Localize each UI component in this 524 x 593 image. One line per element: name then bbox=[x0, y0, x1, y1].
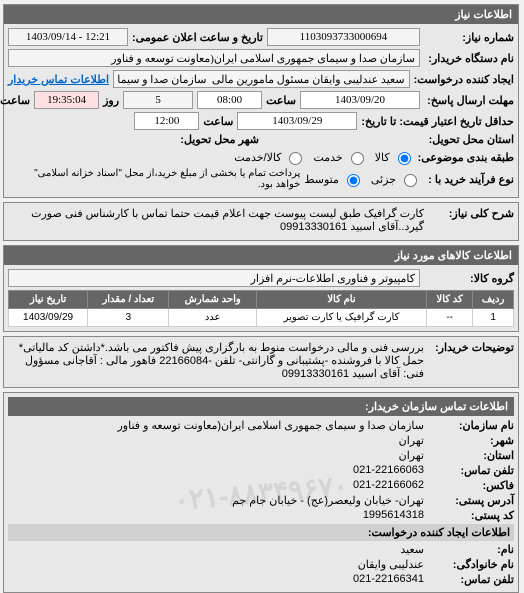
cell-code: -- bbox=[428, 309, 474, 327]
contact-address-value: تهران- خیابان ولیعصر(عج) - خیابان جام جم bbox=[233, 494, 425, 507]
need-number-label: شماره نیاز: bbox=[425, 31, 515, 44]
goods-group-label: گروه کالا: bbox=[425, 272, 515, 285]
creator-lastname-value: عندلیبی وایقان bbox=[359, 558, 425, 571]
row-creator: ایجاد کننده درخواست: اطلاعات تماس خریدار bbox=[9, 70, 515, 88]
radio-goods-input[interactable] bbox=[399, 152, 412, 165]
remaining-input[interactable] bbox=[35, 91, 100, 109]
row-price-deadline: حداقل تاریخ اعتبار قیمت: تا تاریخ: ساعت bbox=[9, 112, 515, 130]
price-deadline-time-label: ساعت bbox=[204, 115, 234, 128]
creator-name-label: نام: bbox=[425, 543, 515, 556]
col-name: نام کالا bbox=[257, 291, 427, 309]
table-row[interactable]: 1 -- کارت گرافیک یا کارت تصویر عدد 3 140… bbox=[10, 309, 515, 327]
main-panel: اطلاعات نیاز شماره نیاز: تاریخ و ساعت اع… bbox=[4, 4, 520, 198]
radio-goods-service-input[interactable] bbox=[290, 152, 303, 165]
cell-date: 1403/09/29 bbox=[10, 309, 89, 327]
contact-phone-value: 021-22166063 bbox=[354, 464, 425, 477]
buyer-notes-text: بررسی فنی و مالی درخواست منوط به بارگزار… bbox=[9, 341, 425, 380]
need-number-input[interactable] bbox=[268, 28, 421, 46]
contact-link[interactable]: اطلاعات تماس خریدار bbox=[9, 73, 110, 86]
remaining-label: ساعت باقی مانده bbox=[0, 94, 31, 107]
org-input[interactable] bbox=[9, 49, 421, 67]
row-need-number: شماره نیاز: تاریخ و ساعت اعلان عمومی: bbox=[9, 28, 515, 46]
days-input[interactable] bbox=[124, 91, 194, 109]
need-desc-text: کارت گرافیک طبق لیست پیوست جهت اعلام قیم… bbox=[9, 207, 425, 233]
contact-postal-value: 1995614318 bbox=[364, 509, 425, 522]
row-org: نام دستگاه خریدار: bbox=[9, 49, 515, 67]
deadline-date-input[interactable] bbox=[301, 91, 421, 109]
need-desc-box: شرح کلی نیاز: کارت گرافیک طبق لیست پیوست… bbox=[4, 202, 520, 241]
contact-city-label: شهر: bbox=[425, 434, 515, 447]
cell-unit: عدد bbox=[170, 309, 257, 327]
contact-fax-label: فاكس: bbox=[425, 479, 515, 492]
row-deadline: مهلت ارسال پاسخ: ساعت روز ساعت باقی ماند… bbox=[9, 91, 515, 109]
contact-city-value: تهران bbox=[400, 434, 425, 447]
price-deadline-date-input[interactable] bbox=[238, 112, 358, 130]
creator-name-value: سعید bbox=[401, 543, 425, 556]
deadline-label: مهلت ارسال پاسخ: bbox=[425, 94, 515, 107]
announce-input[interactable] bbox=[9, 28, 129, 46]
goods-group-input[interactable] bbox=[9, 269, 421, 287]
row-goods-group: گروه کالا: bbox=[9, 269, 515, 287]
goods-panel: اطلاعات کالاهای مورد نیاز گروه کالا: ردی… bbox=[4, 245, 520, 332]
cell-row: 1 bbox=[474, 309, 515, 327]
buyer-notes-label: توضیحات خریدار: bbox=[425, 341, 515, 380]
radio-direct-input[interactable] bbox=[405, 174, 418, 187]
org-label: نام دستگاه خریدار: bbox=[425, 52, 515, 65]
contact-panel: ۰۲۱-۸۸۳۴۹۶۷۰ اطلاعات تماس سازمان خریدار:… bbox=[4, 392, 520, 593]
row-process: نوع فرآیند خرید با : جزئی متوسط پرداخت ت… bbox=[9, 168, 515, 190]
creator-input[interactable] bbox=[114, 70, 411, 88]
days-label: روز bbox=[104, 94, 120, 107]
contact-phone-label: تلفن تماس: bbox=[425, 464, 515, 477]
col-date: تاریخ نیاز bbox=[10, 291, 89, 309]
announce-label: تاریخ و ساعت اعلان عمومی: bbox=[133, 31, 264, 44]
deadline-time-label: ساعت bbox=[267, 94, 297, 107]
radio-service-input[interactable] bbox=[352, 152, 365, 165]
contact-province-value: تهران bbox=[400, 449, 425, 462]
radio-service[interactable]: خدمت bbox=[314, 149, 367, 165]
col-unit: واحد شمارش bbox=[170, 291, 257, 309]
goods-section-title: اطلاعات کالاهای مورد نیاز bbox=[5, 246, 519, 265]
creator-phone-value: 021-22166341 bbox=[354, 573, 425, 586]
table-header-row: ردیف کد کالا نام کالا واحد شمارش تعداد /… bbox=[10, 291, 515, 309]
radio-goods-service[interactable]: کالا/خدمت bbox=[235, 149, 306, 165]
col-row: ردیف bbox=[474, 291, 515, 309]
need-desc-label: شرح کلی نیاز: bbox=[425, 207, 515, 233]
price-deadline-time-input[interactable] bbox=[135, 112, 200, 130]
contact-province-label: استان: bbox=[425, 449, 515, 462]
cell-qty: 3 bbox=[89, 309, 170, 327]
col-code: کد کالا bbox=[428, 291, 474, 309]
province-label: استان محل تحویل: bbox=[425, 133, 515, 146]
contact-org-value: سازمان صدا و سیمای جمهوری اسلامی ایران(م… bbox=[118, 419, 425, 432]
creator-lastname-label: نام خانوادگی: bbox=[425, 558, 515, 571]
creator-label: ایجاد کننده درخواست: bbox=[415, 73, 515, 86]
creator-phone-label: تلفن تماس: bbox=[425, 573, 515, 586]
col-qty: تعداد / مقدار bbox=[89, 291, 170, 309]
radio-goods[interactable]: کالا bbox=[376, 149, 415, 165]
contact-fax-value: 021-22166062 bbox=[354, 479, 425, 492]
creator-header: اطلاعات ایجاد کننده درخواست: bbox=[9, 524, 515, 541]
category-label: طبقه بندی موضوعی: bbox=[419, 151, 515, 164]
buyer-notes-box: توضیحات خریدار: بررسی فنی و مالی درخواست… bbox=[4, 336, 520, 388]
radio-direct[interactable]: جزئی bbox=[372, 171, 421, 187]
city-label: شهر محل تحویل: bbox=[170, 133, 260, 146]
contact-org-label: نام سازمان: bbox=[425, 419, 515, 432]
process-label: نوع فرآیند خرید با : bbox=[425, 173, 515, 186]
process-radio-group: جزئی متوسط bbox=[305, 171, 421, 187]
contact-address-label: آدرس پستی: bbox=[425, 494, 515, 507]
category-radio-group: کالا خدمت کالا/خدمت bbox=[235, 149, 414, 165]
contact-postal-label: کد پستی: bbox=[425, 509, 515, 522]
radio-medium-input[interactable] bbox=[348, 174, 361, 187]
cell-name: کارت گرافیک یا کارت تصویر bbox=[257, 309, 427, 327]
radio-medium[interactable]: متوسط bbox=[305, 171, 364, 187]
deadline-time-input[interactable] bbox=[198, 91, 263, 109]
panel-title: اطلاعات نیاز bbox=[5, 5, 519, 24]
row-province-city: استان محل تحویل: شهر محل تحویل: bbox=[9, 133, 515, 146]
row-category: طبقه بندی موضوعی: کالا خدمت کالا/خدمت bbox=[9, 149, 515, 165]
price-deadline-label: حداقل تاریخ اعتبار قیمت: تا تاریخ: bbox=[362, 115, 515, 128]
contact-header: اطلاعات تماس سازمان خریدار: bbox=[9, 397, 515, 416]
goods-table: ردیف کد کالا نام کالا واحد شمارش تعداد /… bbox=[9, 290, 515, 327]
process-note: پرداخت تمام یا بخشی از مبلغ خرید،از محل … bbox=[9, 168, 301, 190]
